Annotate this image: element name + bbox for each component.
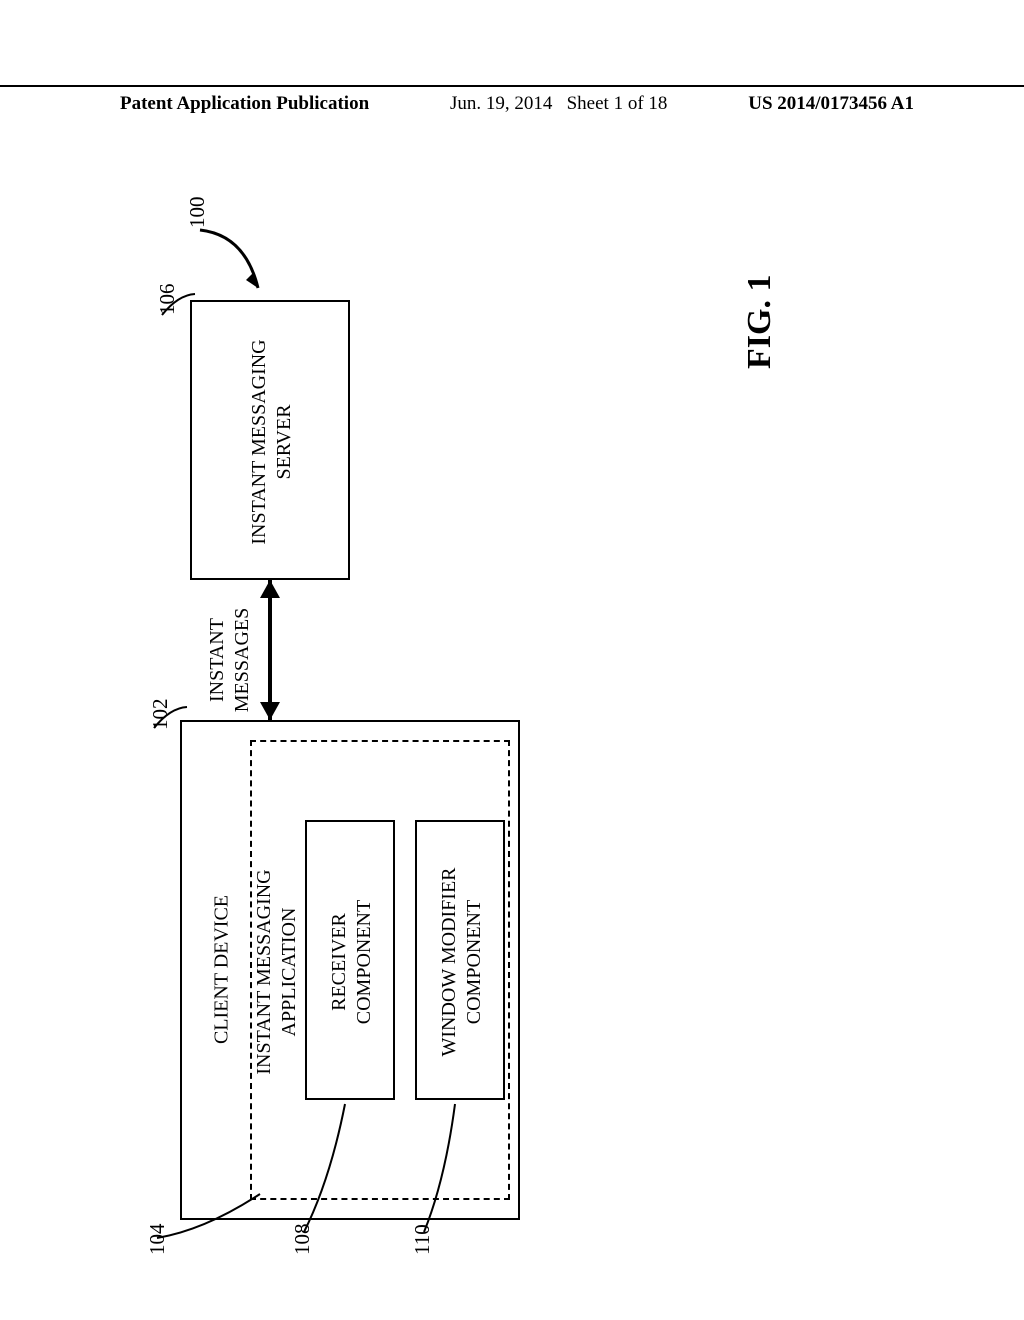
arrowhead-down-icon [260, 702, 280, 720]
edge-client-server [268, 580, 272, 720]
label-im-server: INSTANT MESSAGING SERVER [247, 317, 297, 567]
node-receiver: RECEIVER COMPONENT [305, 820, 395, 1100]
label-edge-messages: INSTANT MESSAGES [205, 580, 255, 740]
header-left: Patent Application Publication [0, 93, 369, 115]
leader-106-icon [160, 290, 200, 320]
label-im-application: INSTANT MESSAGING APPLICATION [252, 842, 302, 1102]
header-middle: Jun. 19, 2014 Sheet 1 of 18 [450, 93, 667, 115]
header-right: US 2014/0173456 A1 [748, 93, 1024, 115]
leader-110-icon [420, 1100, 470, 1235]
node-im-server: INSTANT MESSAGING SERVER [190, 300, 350, 580]
label-receiver: RECEIVER COMPONENT [327, 862, 377, 1062]
leader-108-icon [300, 1100, 360, 1235]
leader-104-icon [155, 1190, 265, 1240]
label-window-modifier: WINDOW MODIFIER COMPONENT [437, 847, 487, 1077]
figure-1: CLIENT DEVICE INSTANT MESSAGING APPLICAT… [120, 180, 904, 1220]
arrow-100-icon [190, 220, 280, 310]
leader-102-icon [152, 703, 192, 733]
node-window-modifier: WINDOW MODIFIER COMPONENT [415, 820, 505, 1100]
arrowhead-up-icon [260, 580, 280, 598]
label-client-device: CLIENT DEVICE [210, 870, 235, 1070]
page-header: Patent Application Publication Jun. 19, … [0, 85, 1024, 115]
figure-label: FIG. 1 [741, 209, 779, 369]
